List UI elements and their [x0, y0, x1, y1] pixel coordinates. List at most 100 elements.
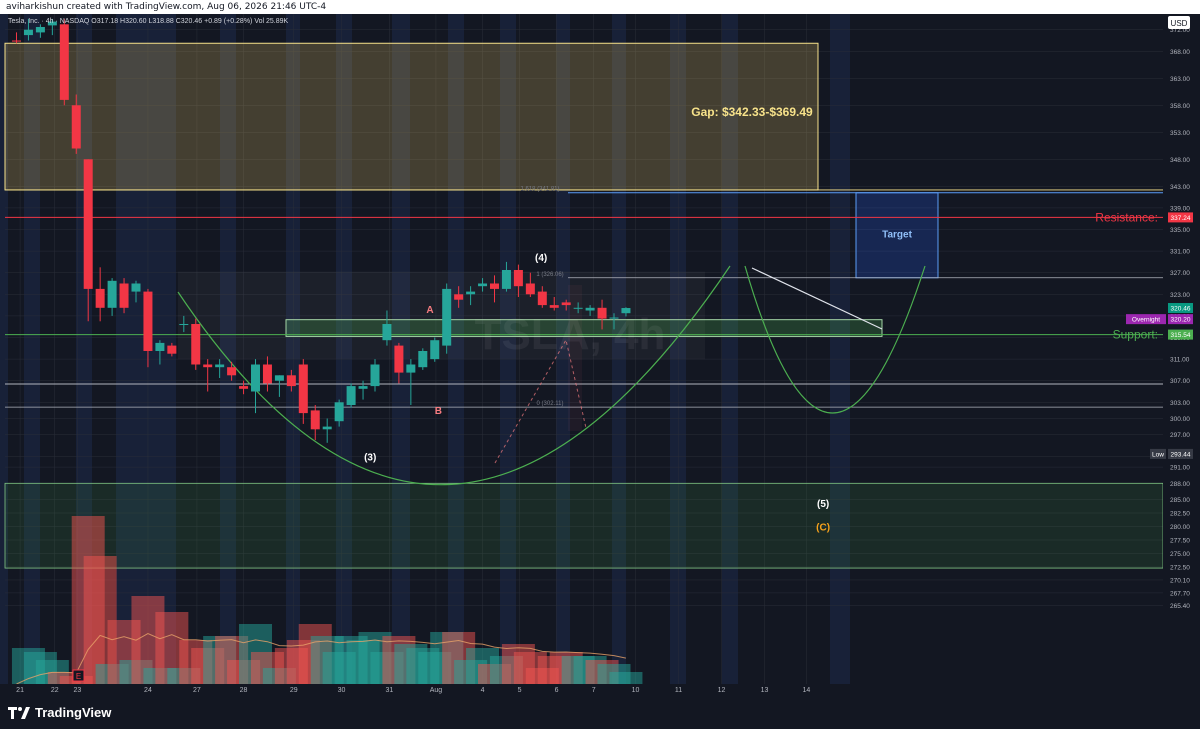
- handle-trendline: [751, 267, 883, 330]
- candle-body: [167, 345, 177, 354]
- brand-name: TradingView: [35, 705, 112, 720]
- candle-body: [119, 283, 129, 308]
- candle-body: [334, 402, 344, 422]
- candle-body: [71, 105, 81, 149]
- axes: 265.40 267.70 270.10 272.50 275.00 277.50 280.…: [0, 14, 1200, 697]
- currency-badge: [1168, 16, 1190, 29]
- candle-body: [370, 364, 380, 387]
- volume-bars: [11, 516, 643, 684]
- price-badge-value: 320.20: [1171, 317, 1191, 324]
- time-tick-label: 4: [481, 687, 485, 694]
- volume-ma-line: [16, 633, 627, 685]
- candle-body: [358, 386, 368, 389]
- candle-body: [525, 283, 535, 295]
- candle-body: [95, 288, 105, 308]
- price-tick-label: 270.10: [1170, 577, 1190, 584]
- ab-projection-box: [568, 285, 582, 431]
- gap-label: Gap: $342.33-$369.49: [691, 105, 813, 119]
- candle-body: [609, 317, 619, 319]
- candle-body: [549, 305, 559, 308]
- price-tick-label: 282.50: [1170, 511, 1190, 518]
- session-band: [500, 14, 516, 684]
- zones: Gap: $342.33-$369.49 Target: [4, 42, 1164, 569]
- session-band: [612, 14, 626, 684]
- candle-body: [107, 280, 117, 308]
- candle-body: [585, 307, 595, 311]
- session-band: [830, 14, 850, 684]
- gap-zone: [4, 42, 819, 191]
- candle-body: [179, 324, 189, 325]
- time-tick-label: 24: [144, 687, 152, 694]
- wave-label: B: [435, 406, 442, 417]
- price-tick-label: 300.00: [1170, 416, 1190, 423]
- time-tick-label: 27: [193, 687, 201, 694]
- session-band: [24, 14, 40, 684]
- candle-body: [537, 291, 547, 306]
- price-badge-value: 293.44: [1171, 451, 1191, 458]
- fib-label: 0 (302.11): [537, 401, 564, 407]
- candle-body: [490, 283, 499, 289]
- time-axis: [0, 684, 1200, 697]
- candle-body: [346, 386, 356, 405]
- candle-body: [47, 21, 57, 26]
- candle-body: [573, 307, 583, 309]
- price-tick-label: 331.00: [1170, 249, 1190, 256]
- candle-body: [466, 291, 476, 295]
- wave-label: (4): [535, 253, 547, 264]
- price-axis: [1163, 14, 1200, 697]
- session-band: [722, 14, 738, 684]
- time-tick-label: 10: [632, 687, 640, 694]
- price-badge-value: 320.46: [1171, 306, 1191, 313]
- price-tick-label: 339.00: [1170, 205, 1190, 212]
- time-tick-label: 23: [74, 687, 82, 694]
- candle-body: [227, 367, 237, 376]
- candles: [12, 18, 631, 443]
- price-tick-label: 358.00: [1170, 103, 1190, 110]
- session-band: [286, 14, 300, 684]
- tradingview-brand[interactable]: TradingView: [8, 705, 111, 720]
- candle-body: [394, 345, 404, 373]
- wave-label: (5): [817, 499, 829, 510]
- label-support: Support:: [1113, 328, 1158, 342]
- candle-body: [215, 364, 225, 368]
- candle-body: [262, 364, 272, 384]
- session-band: [0, 14, 8, 684]
- lower-support-zone: [4, 482, 1164, 569]
- volume-bar: [609, 672, 643, 684]
- price-tick-label: 372.00: [1170, 27, 1190, 34]
- time-tick-label: 21: [16, 687, 24, 694]
- price-badge-value: 315.54: [1171, 332, 1191, 339]
- candle-body: [191, 324, 201, 365]
- session-band: [556, 14, 570, 684]
- candle-body: [155, 342, 165, 351]
- price-chart[interactable]: Gap: $342.33-$369.49 Target Resistance: Su…: [0, 14, 1200, 697]
- time-tick-label: 11: [675, 687, 682, 694]
- fib-label: 1.618 (341.81): [520, 187, 559, 193]
- session-band: [448, 14, 464, 684]
- price-tick-label: 327.00: [1170, 270, 1190, 277]
- target-label: Target: [882, 230, 912, 241]
- price-tick-label: 323.00: [1170, 292, 1190, 299]
- candle-body: [12, 40, 21, 42]
- price-tick-label: 265.40: [1170, 603, 1190, 610]
- price-badge-tag: [1150, 448, 1166, 459]
- candle-body: [298, 364, 308, 414]
- time-tick-label: Aug: [430, 687, 443, 694]
- legend-badge-letter: E: [76, 672, 81, 681]
- price-badge-label: Low: [1152, 451, 1164, 458]
- currency-label: USD: [1171, 19, 1188, 28]
- candle-body: [274, 375, 284, 381]
- handle-curve: [744, 265, 926, 414]
- candle-body: [239, 386, 249, 389]
- candle-body: [454, 294, 464, 300]
- price-badge: [1168, 329, 1193, 340]
- tradingview-logo-icon: [8, 706, 30, 719]
- price-badge-label: Overnight: [1132, 317, 1160, 324]
- time-tick-label: 22: [51, 687, 59, 694]
- label-resistance: Resistance:: [1095, 210, 1158, 224]
- credit-bar: aviharkishun created with TradingView.co…: [0, 0, 1200, 14]
- price-tick-label: 297.00: [1170, 432, 1190, 439]
- price-tick-label: 303.00: [1170, 400, 1190, 407]
- price-badge: [1168, 314, 1193, 325]
- price-tick-label: 343.00: [1170, 184, 1190, 191]
